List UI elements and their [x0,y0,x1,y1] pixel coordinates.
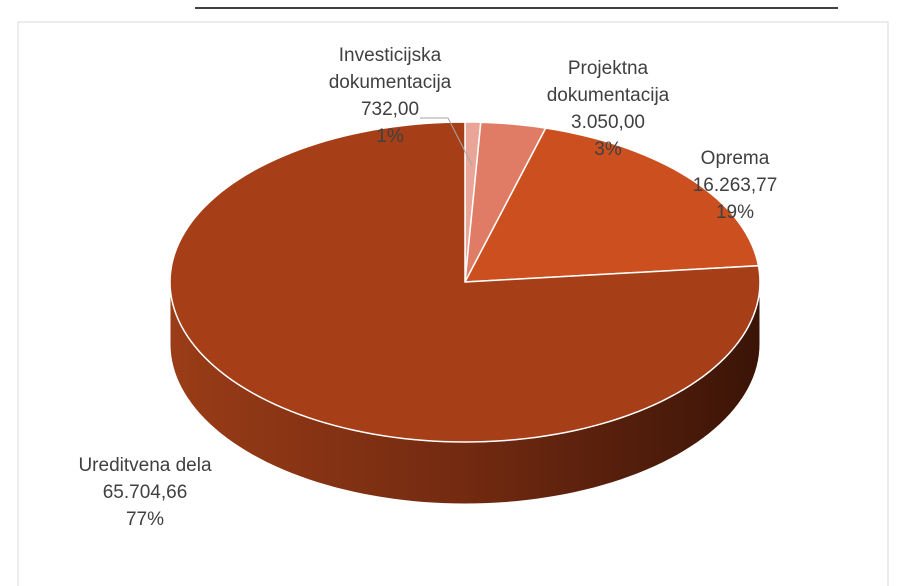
percent-label: 1% [376,126,404,147]
percent-label: 19% [715,202,755,223]
data-label: Projektna dokumentacija 3.050,00 3% [533,55,683,163]
percent-label: 77% [125,509,165,530]
leader-line [420,117,473,166]
category-label: Investicijska dokumentacija [328,45,452,93]
value-label: 3.050,00 [571,112,645,133]
data-label: Investicijska dokumentacija 732,00 1% [315,42,465,150]
category-label: Oprema [700,148,770,169]
percent-label: 3% [594,139,622,160]
value-label: 732,00 [360,99,420,120]
category-label: Ureditvena dela [78,455,212,476]
chart-frame [17,21,889,586]
data-label: Oprema 16.263,77 19% [660,145,810,226]
pie-slice [169,121,761,443]
data-label: Ureditvena dela 65.704,66 77% [35,452,255,533]
category-label: Projektna dokumentacija [546,58,670,106]
pie-slice [463,127,760,283]
value-label: 65.704,66 [102,482,188,503]
value-label: 16.263,77 [692,175,778,196]
